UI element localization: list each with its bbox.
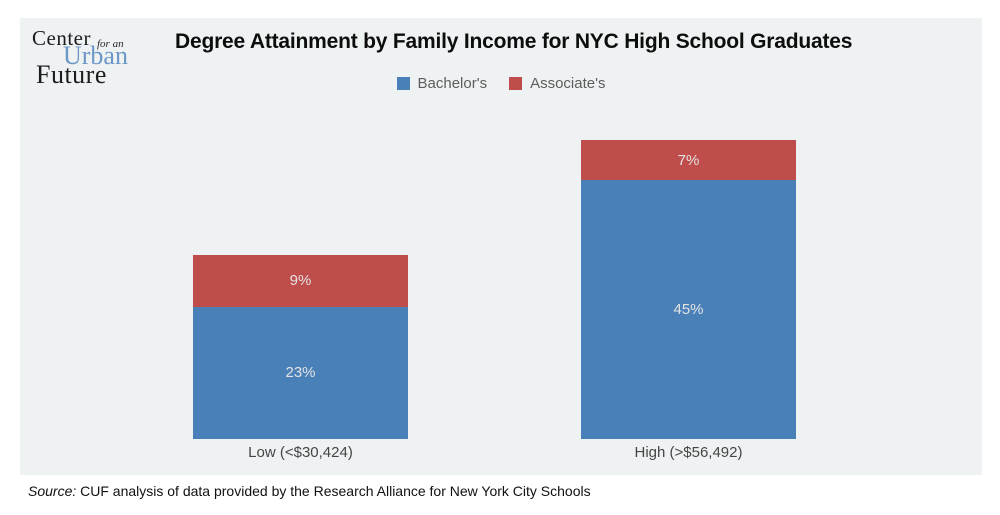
legend-item-associates: Associate's [509,75,605,92]
bar-segment-high-bachelors: 45% [581,180,796,439]
value-label-low-associates: 9% [289,272,312,290]
bachelors-swatch-icon [396,77,410,90]
legend-label-bachelors: Bachelor's [417,75,488,92]
logo-word-urban: Urban [63,41,128,70]
value-label-high-bachelors: 45% [673,301,704,319]
bar-segment-high-associates: 7% [581,140,796,181]
category-label-high: High (>$56,492) [634,444,743,461]
logo-word-for-an: for an [97,38,124,50]
logo-word-future: Future [36,60,107,89]
source-prefix: Source: [28,483,77,499]
associates-swatch-icon [509,77,523,90]
cuf-logo: Center for an Urban Future [30,26,160,101]
source-note: Source: CUF analysis of data provided by… [28,483,591,499]
chart-title: Degree Attainment by Family Income for N… [175,30,853,53]
source-text: CUF analysis of data provided by the Res… [80,483,591,499]
bar-segment-low-bachelors: 23% [193,306,408,439]
bar-group-high-income: 7% 45% High (>$56,492) [581,140,796,461]
stacked-bar-low: 9% 23% [193,255,408,439]
chart-panel: Center for an Urban Future Degree Attain… [20,18,982,475]
value-label-low-bachelors: 23% [285,364,316,382]
legend-item-bachelors: Bachelor's [396,75,488,92]
bar-segment-low-associates: 9% [193,255,408,307]
logo-word-center: Center [32,26,91,50]
legend: Bachelor's Associate's [20,75,982,92]
value-label-high-associates: 7% [677,151,700,169]
legend-label-associates: Associate's [530,75,606,92]
stacked-bar-high: 7% 45% [581,140,796,439]
category-label-low: Low (<$30,424) [248,444,353,461]
bar-group-low-income: 9% 23% Low (<$30,424) [193,255,408,461]
